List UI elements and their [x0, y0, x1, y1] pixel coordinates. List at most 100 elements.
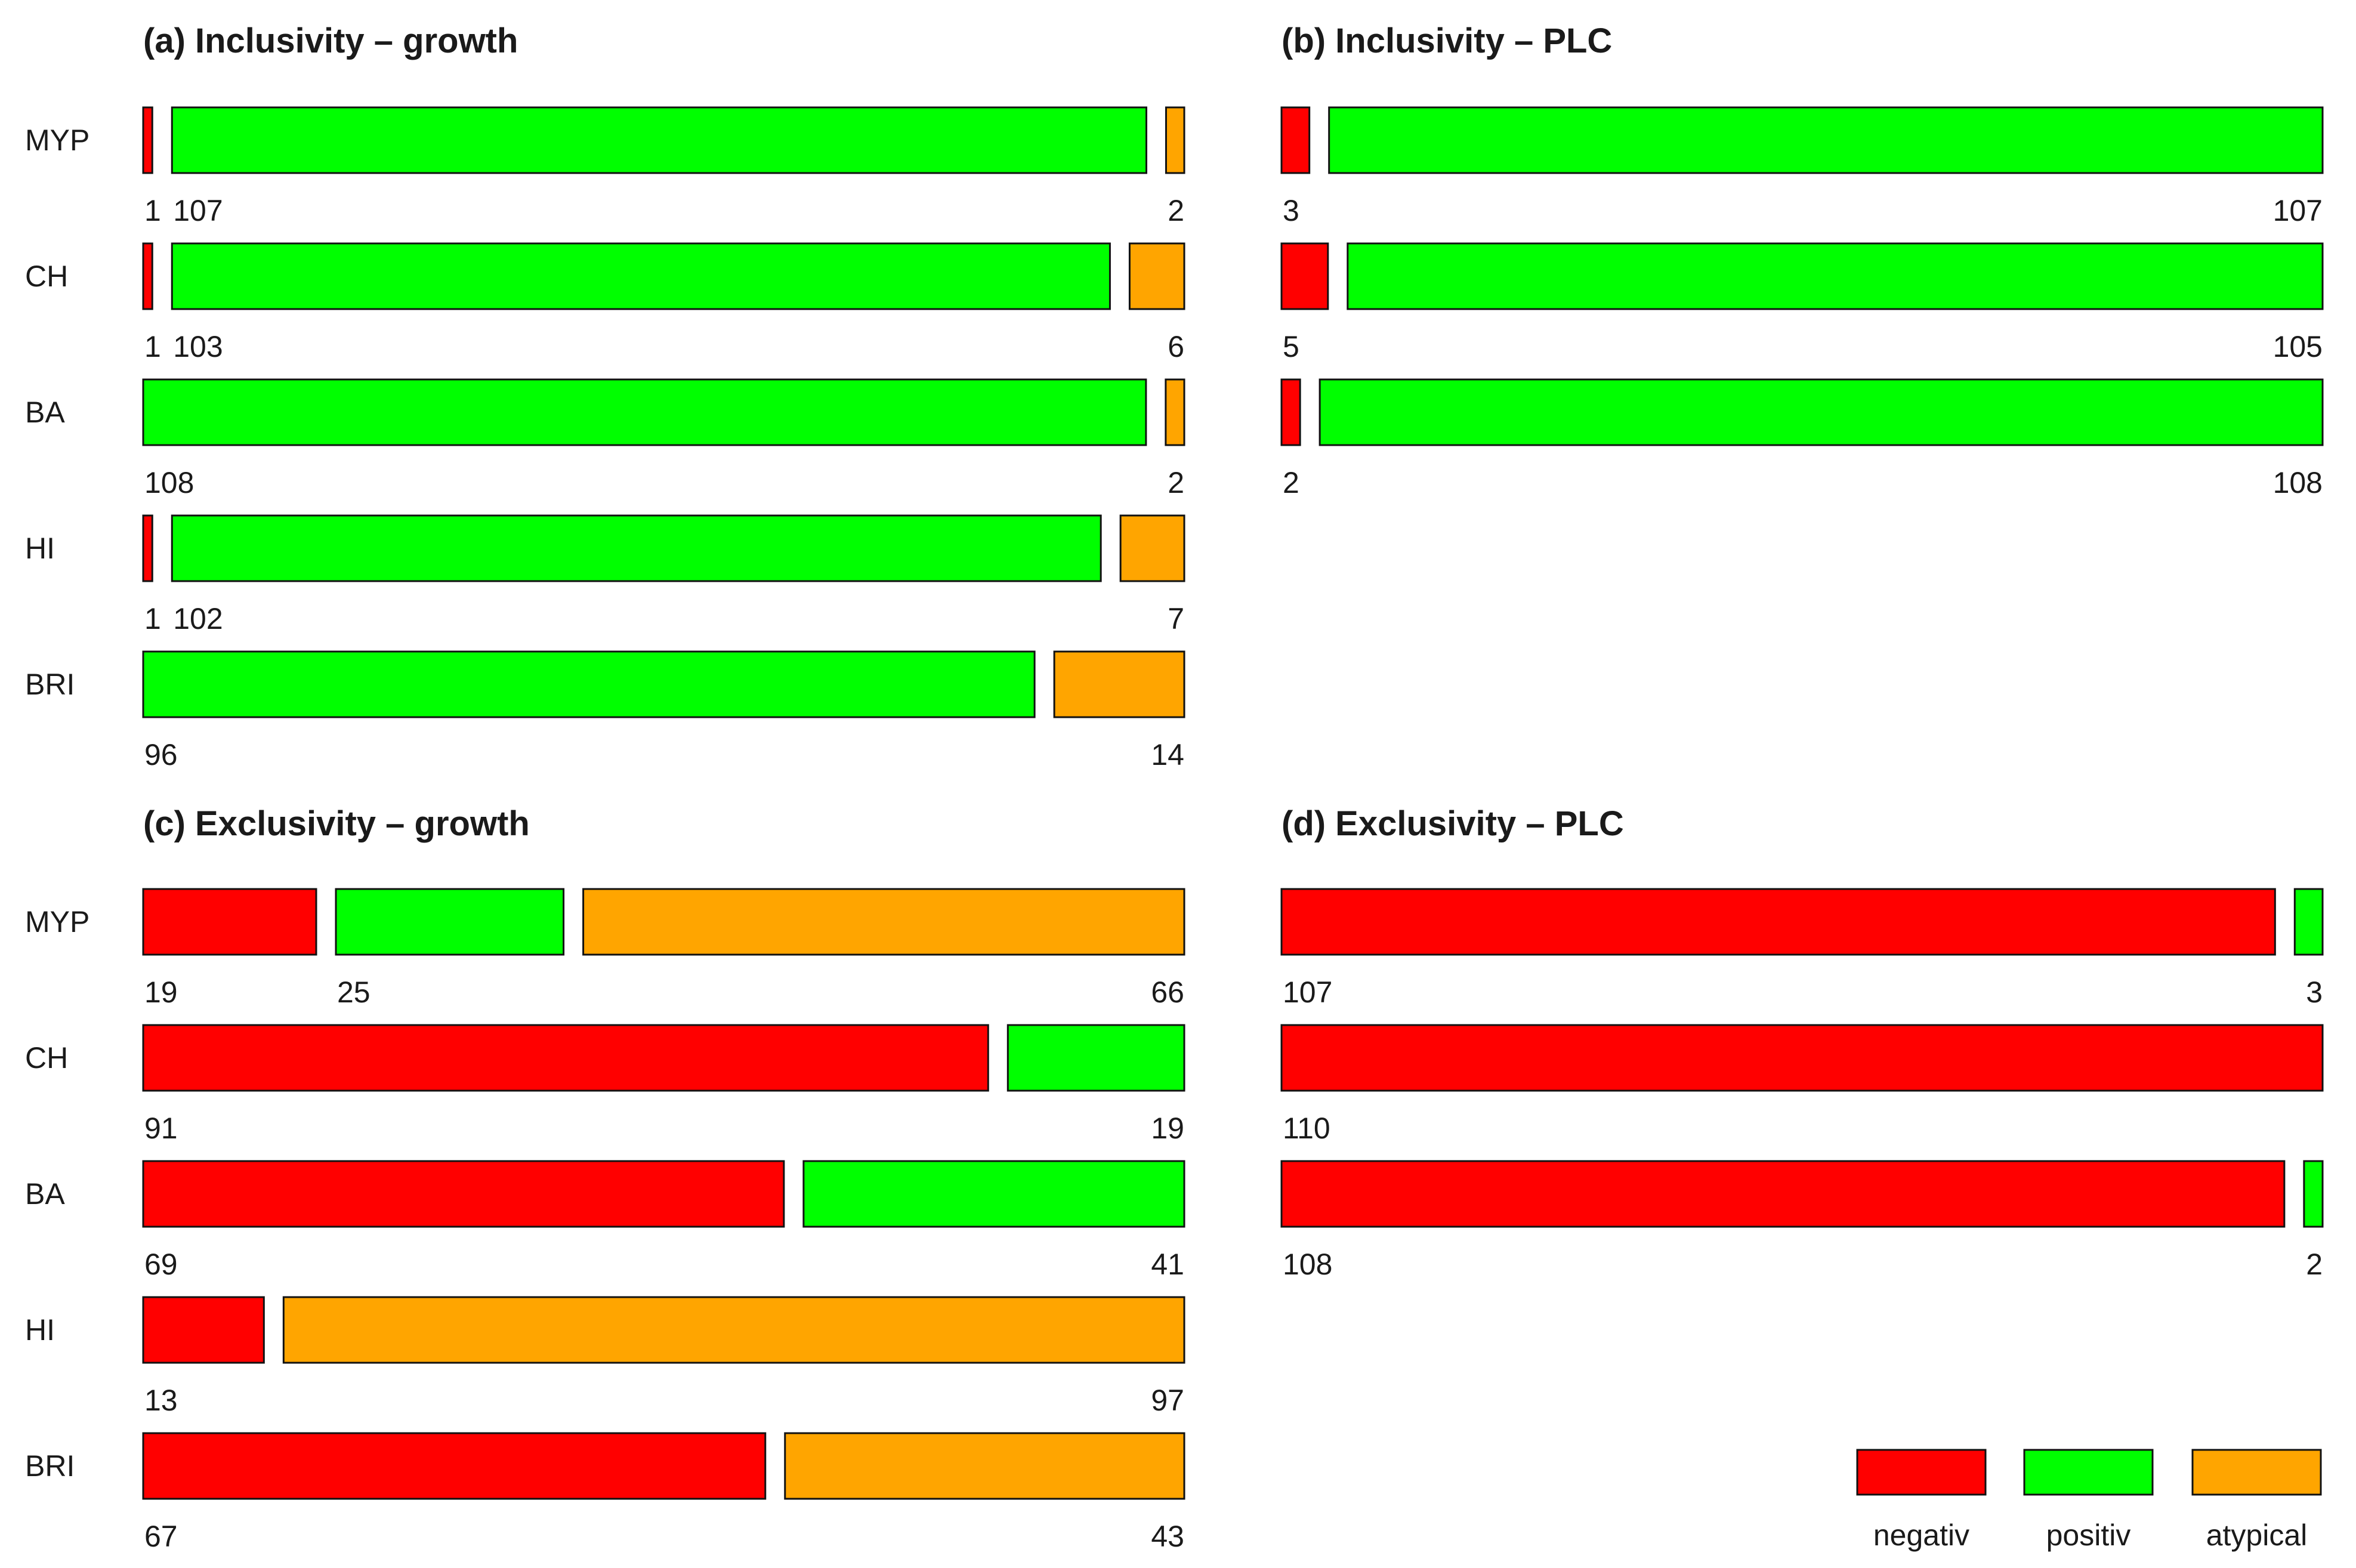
- value-label-negativ: 1: [144, 602, 161, 635]
- value-label-positiv: 103: [173, 330, 223, 363]
- value-label-positiv: 105: [2273, 330, 2323, 363]
- legend-label: negativ: [1873, 1518, 1969, 1552]
- value-label-atypical: 43: [1151, 1520, 1184, 1553]
- bar-row-ba: BA 69 41: [25, 1160, 1185, 1281]
- legend-label: positiv: [2046, 1518, 2131, 1552]
- value-label-negativ: 1: [144, 330, 161, 363]
- bar-segment-positiv: [1328, 106, 2324, 174]
- bar-segment-negativ: [142, 242, 153, 310]
- bar-segment-atypical: [784, 1432, 1185, 1500]
- bar-row-hi: HI 1 102 7: [25, 514, 1185, 635]
- bar-row-hi: HI 13 97: [25, 1296, 1185, 1417]
- value-label-negativ: 110: [1283, 1112, 1330, 1145]
- value-label-negativ: 69: [144, 1248, 178, 1281]
- bar-segment-atypical: [282, 1296, 1185, 1364]
- bar-row-ba: BA 108 2: [25, 378, 1185, 499]
- value-label-positiv: 107: [2273, 194, 2323, 227]
- bar-row-ba: 2 108: [1280, 378, 2324, 499]
- bar-segment-positiv: [802, 1160, 1185, 1228]
- panel-title: (b) Inclusivity – PLC: [1282, 21, 1612, 60]
- bar-segment-positiv: [2293, 888, 2324, 956]
- bar-segment-positiv: [171, 106, 1147, 174]
- bar-segment-negativ: [142, 1432, 767, 1500]
- value-label-atypical: 7: [1168, 602, 1184, 635]
- value-label-negativ: 107: [1283, 976, 1332, 1009]
- chart-panel-b-inclusivity-plc: (b) Inclusivity – PLC 3 107 5 105 2 108: [1280, 21, 2324, 499]
- value-label-positiv: 3: [2306, 976, 2323, 1009]
- row-label-myp: MYP: [25, 905, 89, 939]
- value-label-atypical: 14: [1151, 738, 1184, 771]
- bar-segment-negativ: [1280, 888, 2276, 956]
- value-label-positiv: 108: [2273, 466, 2323, 499]
- bar-segment-atypical: [1165, 106, 1185, 174]
- bar-segment-negativ: [1280, 1160, 2286, 1228]
- value-label-positiv: 2: [2306, 1248, 2323, 1281]
- value-label-negativ: 67: [144, 1520, 178, 1553]
- value-label-positiv: 96: [144, 738, 178, 771]
- value-label-atypical: 2: [1168, 194, 1184, 227]
- value-label-negativ: 13: [144, 1384, 178, 1417]
- bar-segment-positiv: [142, 650, 1036, 718]
- bar-segment-atypical: [582, 888, 1185, 956]
- value-label-positiv: 102: [173, 602, 223, 635]
- legend-item-negativ: negativ: [1856, 1449, 1987, 1552]
- bar-row-myp: MYP 1 107 2: [25, 106, 1185, 227]
- bar-segment-positiv: [1347, 242, 2324, 310]
- bar-row-ch: CH 1 103 6: [25, 242, 1185, 363]
- row-label-ch: CH: [25, 260, 68, 293]
- value-label-positiv: 19: [1151, 1112, 1184, 1145]
- chart-panel-a-inclusivity-growth: (a) Inclusivity – growth MYP 1 107 2 CH 1 103 6 B…: [25, 21, 1185, 771]
- bar-segment-negativ: [142, 1160, 785, 1228]
- bar-segment-negativ: [1280, 378, 1301, 446]
- bar-segment-atypical: [1119, 514, 1185, 582]
- bar-segment-negativ: [142, 514, 153, 582]
- value-label-negativ: 3: [1283, 194, 1299, 227]
- bar-segment-positiv: [171, 242, 1111, 310]
- bar-row-ch: 110: [1280, 1024, 2324, 1145]
- chart-panel-d-exclusivity-plc: (d) Exclusivity – PLC 107 3 110 108 2: [1280, 804, 2324, 1281]
- bar-segment-positiv: [142, 378, 1147, 446]
- bar-segment-atypical: [1128, 242, 1185, 310]
- row-label-ba: BA: [25, 1177, 65, 1211]
- bar-row-ba: 108 2: [1280, 1160, 2324, 1281]
- legend-swatch: [2191, 1449, 2322, 1496]
- row-label-bri: BRI: [25, 668, 75, 701]
- value-label-atypical: 66: [1151, 976, 1184, 1009]
- value-label-positiv: 41: [1151, 1248, 1184, 1281]
- bar-segment-atypical: [1053, 650, 1185, 718]
- bar-row-ch: 5 105: [1280, 242, 2324, 363]
- value-label-negativ: 2: [1283, 466, 1299, 499]
- row-label-myp: MYP: [25, 124, 89, 157]
- bar-row-bri: BRI 67 43: [25, 1432, 1185, 1553]
- bar-segment-positiv: [1006, 1024, 1185, 1092]
- bar-segment-negativ: [142, 106, 153, 174]
- row-label-ch: CH: [25, 1041, 68, 1075]
- legend-item-positiv: positiv: [2023, 1449, 2154, 1552]
- bar-segment-atypical: [1165, 378, 1185, 446]
- bar-segment-negativ: [142, 888, 317, 956]
- bar-row-ch: CH 91 19: [25, 1024, 1185, 1145]
- value-label-atypical: 6: [1168, 330, 1184, 363]
- panel-title: (c) Exclusivity – growth: [143, 804, 530, 843]
- legend: negativ positiv atypical: [1856, 1449, 2322, 1552]
- bar-segment-positiv: [171, 514, 1102, 582]
- bar-segment-negativ: [1280, 242, 1329, 310]
- bar-segment-positiv: [335, 888, 565, 956]
- bar-segment-negativ: [1280, 106, 1311, 174]
- bar-row-myp: MYP 19 25 66: [25, 888, 1185, 1009]
- value-label-negativ: 108: [1283, 1248, 1332, 1281]
- value-label-atypical: 97: [1151, 1384, 1184, 1417]
- bar-row-myp: 107 3: [1280, 888, 2324, 1009]
- bar-segment-positiv: [2303, 1160, 2324, 1228]
- bar-segment-negativ: [1280, 1024, 2324, 1092]
- panel-title: (d) Exclusivity – PLC: [1282, 804, 1624, 843]
- row-label-bri: BRI: [25, 1449, 75, 1483]
- legend-label: atypical: [2206, 1518, 2308, 1552]
- bar-row-myp: 3 107: [1280, 106, 2324, 227]
- value-label-negativ: 19: [144, 976, 178, 1009]
- row-label-hi: HI: [25, 1313, 55, 1347]
- value-label-positiv: 108: [144, 466, 194, 499]
- row-label-hi: HI: [25, 532, 55, 565]
- value-label-negativ: 91: [144, 1112, 178, 1145]
